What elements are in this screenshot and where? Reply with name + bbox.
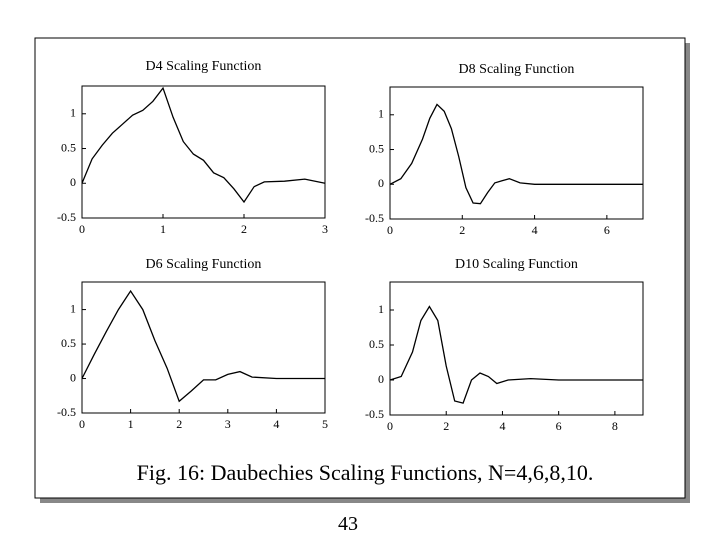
y-tick-label: 0 xyxy=(70,175,76,189)
x-tick-label: 5 xyxy=(322,417,328,431)
y-tick-label: -0.5 xyxy=(365,407,384,421)
x-tick-label: 2 xyxy=(443,419,449,433)
x-tick-label: 4 xyxy=(273,417,279,431)
x-tick-label: 1 xyxy=(160,222,166,236)
y-tick-label: -0.5 xyxy=(365,211,384,225)
chart-title: D4 Scaling Function xyxy=(146,59,262,74)
x-tick-label: 4 xyxy=(499,419,505,433)
x-tick-label: 1 xyxy=(128,417,134,431)
y-tick-label: -0.5 xyxy=(57,210,76,224)
scaling-curve xyxy=(389,103,643,205)
plot-frame xyxy=(81,281,326,414)
x-tick-label: 2 xyxy=(459,223,465,237)
y-tick-label: 0 xyxy=(378,176,384,190)
x-tick-label: 4 xyxy=(532,223,538,237)
scaling-curve xyxy=(389,305,643,404)
chart-title: D10 Scaling Function xyxy=(455,257,578,272)
x-tick-label: 2 xyxy=(176,417,182,431)
y-tick-label: 1 xyxy=(70,301,76,315)
y-tick-label: 0 xyxy=(70,370,76,384)
y-tick-label: 0.5 xyxy=(61,140,76,154)
y-tick-label: 0.5 xyxy=(61,336,76,350)
x-tick-label: 0 xyxy=(387,223,393,237)
x-tick-label: 0 xyxy=(79,222,85,236)
y-tick-label: 0.5 xyxy=(369,141,384,155)
y-tick-label: 0.5 xyxy=(369,337,384,351)
y-tick-label: 1 xyxy=(378,302,384,316)
x-tick-label: 3 xyxy=(225,417,231,431)
y-tick-label: 1 xyxy=(70,106,76,120)
chart-title: D6 Scaling Function xyxy=(146,257,262,272)
y-tick-label: 1 xyxy=(378,107,384,121)
scaling-curve xyxy=(81,86,326,204)
x-tick-label: 2 xyxy=(241,222,247,236)
frame xyxy=(34,37,686,499)
y-tick-label: 0 xyxy=(378,372,384,386)
plot-frame xyxy=(81,85,326,219)
y-tick-label: -0.5 xyxy=(57,405,76,419)
x-tick-label: 0 xyxy=(387,419,393,433)
chart-title: D8 Scaling Function xyxy=(459,62,575,77)
x-tick-label: 3 xyxy=(322,222,328,236)
plot-frame xyxy=(389,281,644,416)
x-tick-label: 6 xyxy=(604,223,610,237)
plot-frame xyxy=(389,86,644,220)
page-number: 43 xyxy=(338,513,358,535)
caption: Fig. 16: Daubechies Scaling Functions, N… xyxy=(137,460,594,485)
x-tick-label: 0 xyxy=(79,417,85,431)
x-tick-label: 6 xyxy=(556,419,562,433)
x-tick-label: 8 xyxy=(612,419,618,433)
scaling-curve xyxy=(81,289,325,403)
